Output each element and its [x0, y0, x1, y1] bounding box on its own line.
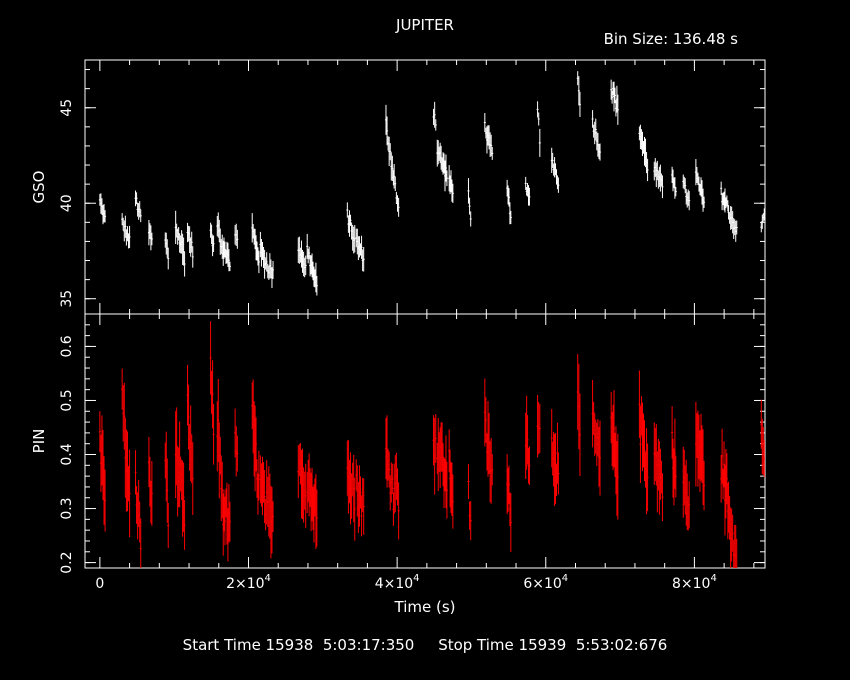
x-axis-label: Time (s) [394, 598, 456, 616]
y-tick-label: 0.3 [59, 497, 75, 519]
x-tick-label: 2×104 [226, 573, 271, 592]
x-tick-label: 4×104 [375, 573, 420, 592]
x-tick-label: 6×104 [523, 573, 568, 592]
time-range-footer: Start Time 15938 5:03:17:350 Stop Time 1… [0, 636, 850, 654]
y-tick-label: 0.6 [59, 335, 75, 357]
y-tick-label: 0.5 [59, 389, 75, 411]
bin-size-label: Bin Size: 136.48 s [604, 30, 739, 48]
y-tick-label: 45 [59, 99, 75, 117]
y-axis-label-pin: PIN [30, 429, 48, 454]
x-tick-label: 0 [95, 576, 104, 592]
start-time-value: 5:03:17:350 [322, 636, 415, 654]
chart-title: JUPITER [395, 16, 454, 34]
y-tick-label: 0.2 [59, 551, 75, 573]
stop-time-value: 5:53:02:676 [575, 636, 668, 654]
series-pin [98, 321, 765, 568]
series-gso [98, 71, 765, 296]
y-tick-label: 0.4 [59, 443, 75, 465]
start-time-label: Start Time 15938 [182, 636, 314, 654]
stop-time-label: Stop Time 15939 [438, 636, 567, 654]
light-curve-chart: JUPITER Bin Size: 136.48 s 35 40 45 GSO 0.2 0.3… [30, 16, 766, 616]
y-tick-label: 35 [59, 290, 75, 308]
y-axis-label-gso: GSO [30, 171, 48, 204]
panel-frame-pin [84, 313, 766, 569]
x-tick-label: 8×104 [672, 573, 717, 592]
y-tick-label: 40 [59, 194, 75, 212]
